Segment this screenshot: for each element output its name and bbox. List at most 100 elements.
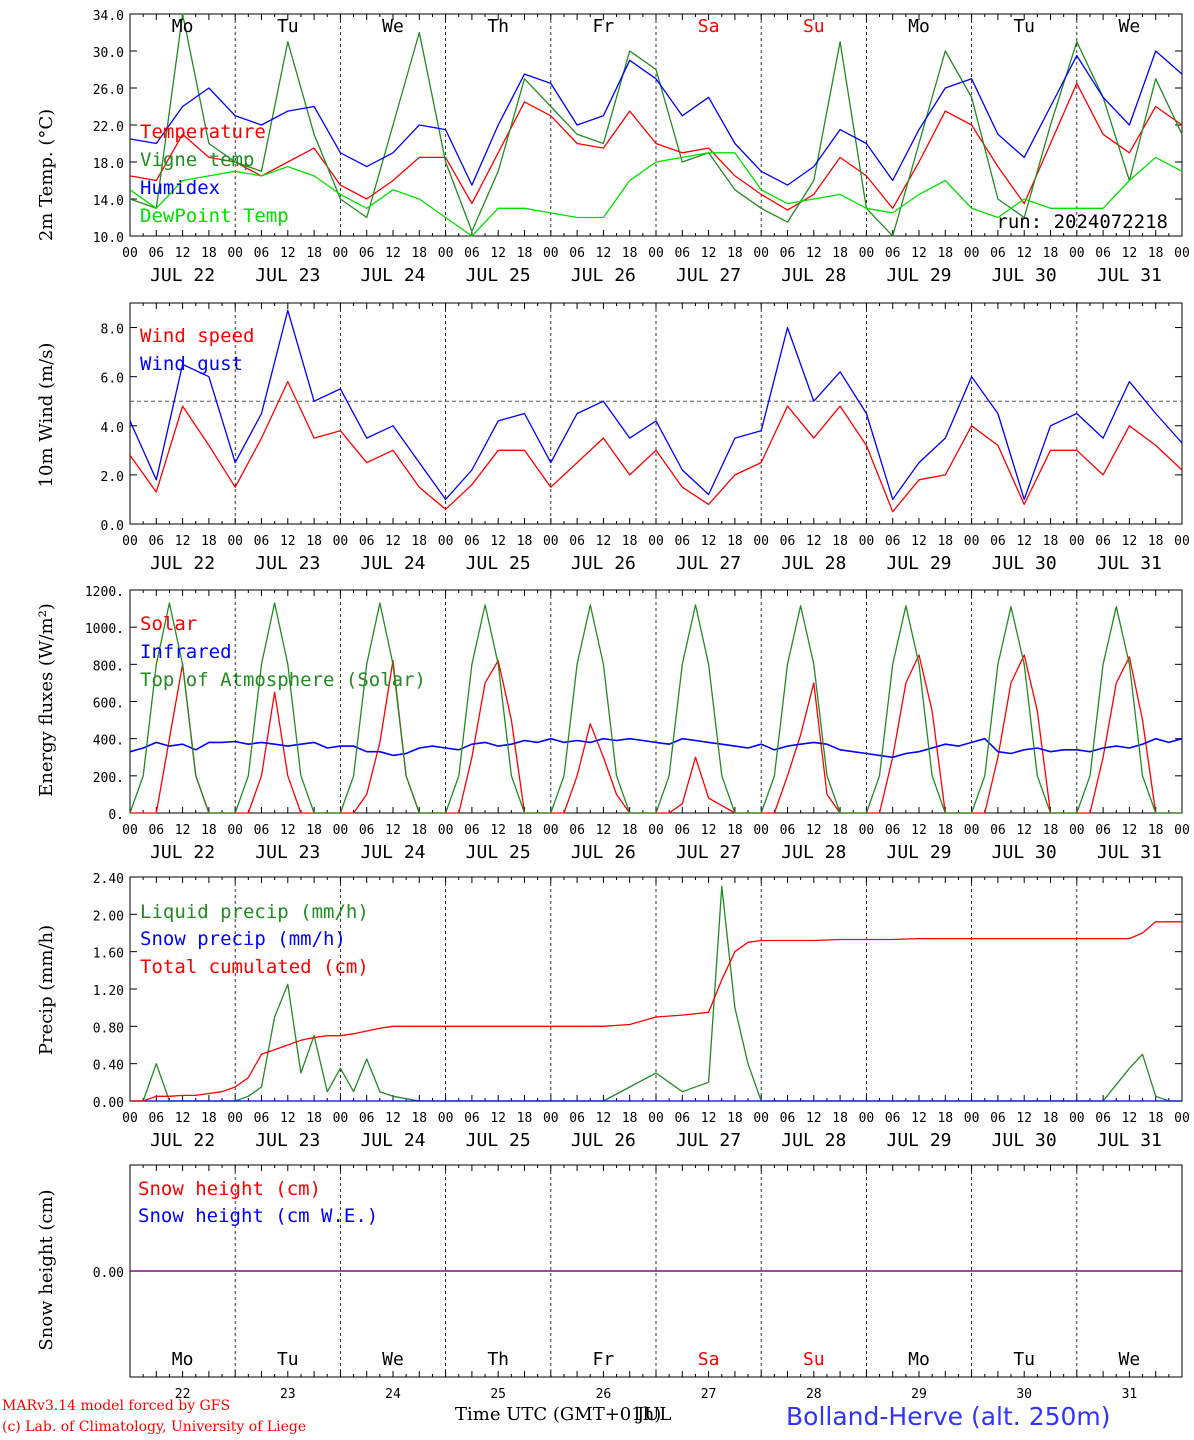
hour-tick-label: 00 [1069, 823, 1085, 838]
hour-tick-label: 06 [569, 1111, 585, 1126]
series-line-humidex [129, 50, 1183, 186]
hour-tick-label: 18 [727, 1111, 743, 1126]
hour-tick-label: 18 [411, 534, 427, 549]
hour-tick-label: 12 [596, 1111, 612, 1126]
hour-tick-label: 18 [727, 246, 743, 261]
hour-tick-label: 06 [254, 534, 270, 549]
hour-tick-label: 06 [780, 823, 796, 838]
y-tick-label: 0. [108, 808, 124, 823]
day-label: JUL 25 [466, 1130, 531, 1151]
credit-line-1: MARv3.14 model forced by GFS [2, 1398, 231, 1414]
hour-tick-label: 00 [1174, 534, 1190, 549]
hour-tick-label: 12 [911, 534, 927, 549]
y-tick-label: 18.0 [93, 157, 124, 172]
panel-4: 2.40 2.00 1.60 1.20 0.80 0.40 0.00 Precip (mm/h… [36, 872, 1190, 1151]
day-label: JUL 26 [571, 553, 636, 574]
day-number-label: 23 [280, 1387, 296, 1402]
hour-tick-label: 06 [254, 823, 270, 838]
hour-tick-label: 18 [306, 246, 322, 261]
hour-tick-label: 00 [227, 534, 243, 549]
day-label: JUL 31 [1097, 553, 1162, 574]
panel-1: 34.0 30.0 26.0 22.0 18.0 14.0 10.0 2m Temp. (°C… [36, 9, 1190, 286]
hour-tick-label: 18 [1043, 823, 1059, 838]
day-label: JUL 30 [992, 1130, 1057, 1151]
legend-entry: Humidex [140, 177, 220, 199]
hour-tick-label: 06 [885, 823, 901, 838]
hour-tick-label: 12 [1016, 246, 1032, 261]
hour-tick-label: 00 [227, 246, 243, 261]
hour-tick-label: 06 [780, 1111, 796, 1126]
series-line-dewpoint-temp [129, 152, 1183, 237]
hour-tick-label: 12 [701, 823, 717, 838]
day-label: JUL 22 [150, 265, 215, 286]
hour-tick-label: 12 [806, 246, 822, 261]
hour-tick-label: 12 [175, 534, 191, 549]
hour-tick-label: 00 [543, 534, 559, 549]
hour-tick-label: 12 [1122, 534, 1138, 549]
day-label: JUL 25 [466, 265, 531, 286]
y-tick-label: 4.0 [101, 421, 124, 436]
hour-tick-label: 12 [911, 823, 927, 838]
hour-tick-label: 12 [385, 823, 401, 838]
day-label: JUL 23 [255, 265, 320, 286]
day-label: JUL 30 [992, 842, 1057, 863]
day-number-label: 31 [1122, 1387, 1138, 1402]
hour-tick-label: 00 [333, 823, 349, 838]
day-label: JUL 22 [150, 553, 215, 574]
hour-tick-label: 00 [1069, 1111, 1085, 1126]
hour-tick-label: 06 [780, 246, 796, 261]
hour-tick-label: 06 [885, 534, 901, 549]
day-label: JUL 28 [781, 265, 846, 286]
hour-tick-label: 18 [1148, 534, 1164, 549]
hour-tick-label: 00 [964, 534, 980, 549]
hour-tick-label: 06 [464, 534, 480, 549]
weekday-label: Mo [908, 16, 930, 37]
weekday-label: Fr [593, 16, 615, 37]
y-tick-label: 0.00 [93, 1266, 124, 1281]
y-tick-label: 0.40 [93, 1059, 124, 1074]
y-tick-label: 8.0 [101, 323, 124, 338]
hour-tick-label: 00 [438, 534, 454, 549]
weekday-label: Tu [277, 16, 299, 37]
hour-tick-label: 18 [411, 823, 427, 838]
weekday-label: Su [803, 1349, 825, 1370]
legend-entry: DewPoint Temp [140, 205, 289, 227]
hour-tick-label: 00 [753, 823, 769, 838]
hour-tick-label: 06 [148, 534, 164, 549]
hour-tick-label: 06 [464, 1111, 480, 1126]
hour-tick-label: 12 [175, 823, 191, 838]
hour-tick-label: 06 [359, 246, 375, 261]
y-tick-label: 1200. [85, 585, 124, 600]
y-tick-label: 26.0 [93, 83, 124, 98]
hour-tick-label: 18 [1148, 1111, 1164, 1126]
weekday-label: Mo [172, 16, 194, 37]
hour-tick-label: 18 [1043, 246, 1059, 261]
hour-tick-label: 18 [622, 1111, 638, 1126]
hour-tick-label: 12 [701, 534, 717, 549]
day-label: JUL 28 [781, 842, 846, 863]
legend-entry: Vigne temp [140, 149, 254, 171]
hour-tick-label: 12 [175, 246, 191, 261]
weekday-label: Th [487, 16, 509, 37]
hour-tick-label: 06 [990, 823, 1006, 838]
y-tick-label: 1.60 [93, 947, 124, 962]
day-number-label: 30 [1016, 1387, 1032, 1402]
y-tick-label: 2.00 [93, 909, 124, 924]
hour-tick-label: 06 [1095, 823, 1111, 838]
hour-tick-label: 00 [543, 1111, 559, 1126]
hour-tick-label: 00 [648, 534, 664, 549]
hour-tick-label: 18 [727, 823, 743, 838]
hour-tick-label: 18 [517, 1111, 533, 1126]
hour-tick-label: 18 [517, 823, 533, 838]
run-annotation: run: 2024072218 [996, 211, 1168, 233]
day-number-label: 29 [911, 1387, 927, 1402]
hour-tick-label: 18 [727, 534, 743, 549]
hour-tick-label: 00 [964, 246, 980, 261]
hour-tick-label: 00 [753, 534, 769, 549]
hour-tick-label: 12 [280, 823, 296, 838]
legend-entry: Liquid precip (mm/h) [140, 901, 369, 923]
hour-tick-label: 18 [306, 823, 322, 838]
series-line-infrared [129, 737, 1183, 759]
hour-tick-label: 06 [359, 1111, 375, 1126]
